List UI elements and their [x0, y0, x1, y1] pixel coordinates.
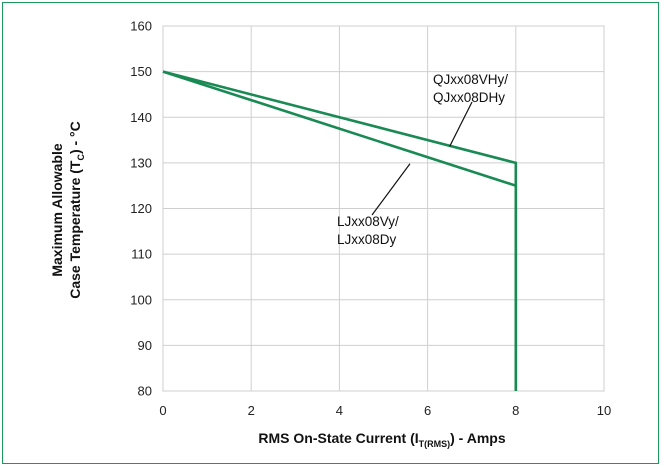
y-tick-label-160: 160: [130, 19, 152, 34]
y-tick-labels: 80 90 100 110 120 130 140 150 160: [130, 19, 152, 399]
y-tick-label-150: 150: [130, 64, 152, 79]
x-tick-label-6: 6: [424, 403, 431, 418]
series-annotations: QJxx08VHy/QJxx08DHy LJxx08Vy/LJxx08Dy: [337, 72, 508, 247]
x-tick-label-0: 0: [159, 403, 166, 418]
grid: [162, 25, 605, 392]
series-label-1-line-2: QJxx08DHy: [433, 90, 505, 105]
annotation-leader-2: [371, 163, 411, 216]
y-tick-label-90: 90: [138, 338, 152, 353]
series-label-2-line-1: LJxx08Vy/: [337, 214, 399, 229]
x-tick-labels: 0 2 4 6 8 10: [159, 403, 611, 418]
x-tick-label-4: 4: [336, 403, 343, 418]
x-tick-label-8: 8: [512, 403, 519, 418]
annotation-leader-1: [449, 101, 473, 147]
y-tick-label-120: 120: [130, 201, 152, 216]
y-axis-title: Maximum Allowable Case Temperature (TC) …: [49, 121, 86, 299]
y-axis-title-line1: Maximum Allowable: [49, 143, 65, 277]
series-label-2-line-2: LJxx08Dy: [337, 232, 397, 247]
x-axis-title: RMS On-State Current (IT(RMS)) - Amps: [258, 430, 505, 449]
chart-frame: [2, 2, 659, 464]
x-tick-label-10: 10: [597, 403, 611, 418]
y-axis-title-line2: Case Temperature (TC) - °C: [67, 121, 86, 299]
series-line-2: [162, 70, 518, 391]
x-tick-label-2: 2: [248, 403, 255, 418]
series-lines: [162, 70, 518, 391]
y-tick-label-110: 110: [131, 247, 152, 262]
series-label-1-line-1: QJxx08VHy/: [433, 72, 508, 87]
y-tick-label-80: 80: [138, 384, 152, 399]
y-tick-label-100: 100: [130, 292, 152, 307]
y-tick-label-130: 130: [130, 155, 152, 170]
y-tick-label-140: 140: [130, 110, 152, 125]
